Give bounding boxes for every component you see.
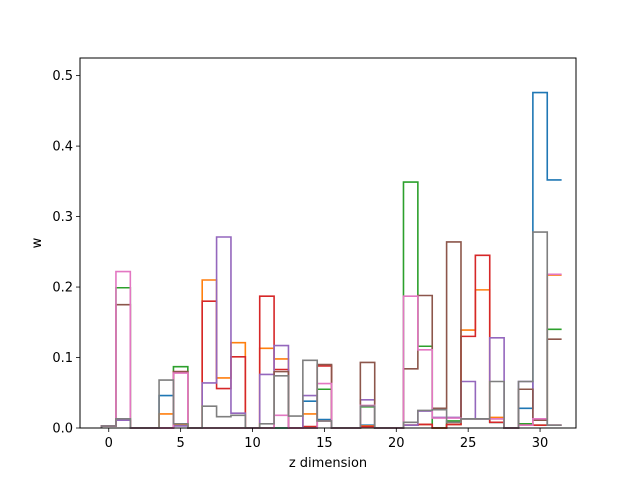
y-tick-label: 0.3: [52, 210, 73, 225]
y-tick-label: 0.4: [52, 140, 73, 155]
y-axis-label: w: [30, 237, 45, 248]
plot-frame: [79, 57, 577, 429]
y-axis: 0.0 0.1 0.2 0.3 0.4 0.5: [52, 69, 80, 437]
x-axis-label: z dimension: [289, 456, 367, 471]
x-tick-label: 15: [316, 436, 333, 451]
x-tick-label: 5: [176, 436, 184, 451]
series-8-step-line: [100, 231, 562, 429]
x-tick-label: 10: [244, 436, 261, 451]
y-tick-label: 0.2: [52, 281, 73, 296]
x-tick-label: 25: [460, 436, 477, 451]
x-tick-label: 20: [388, 436, 405, 451]
x-tick-label: 0: [105, 436, 113, 451]
y-tick-label: 0.0: [52, 422, 73, 437]
y-tick-label: 0.1: [52, 351, 73, 366]
x-axis: 0 5 10 15 20 25 30: [105, 428, 549, 451]
y-tick-label: 0.5: [52, 69, 73, 84]
x-tick-label: 30: [532, 436, 549, 451]
